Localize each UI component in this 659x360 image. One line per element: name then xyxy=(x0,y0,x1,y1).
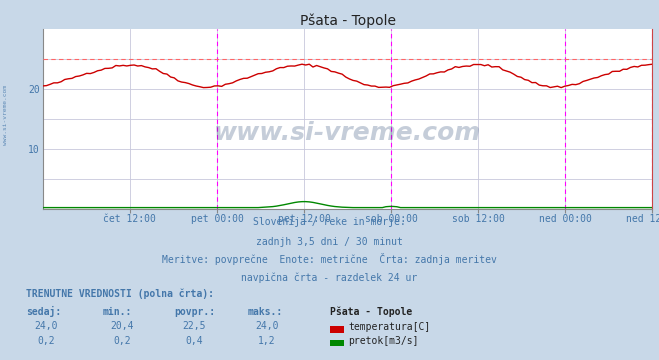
Text: Meritve: povprečne  Enote: metrične  Črta: zadnja meritev: Meritve: povprečne Enote: metrične Črta:… xyxy=(162,253,497,265)
Text: 0,2: 0,2 xyxy=(113,336,130,346)
Text: 0,4: 0,4 xyxy=(186,336,203,346)
Text: zadnjh 3,5 dni / 30 minut: zadnjh 3,5 dni / 30 minut xyxy=(256,237,403,247)
Text: navpična črta - razdelek 24 ur: navpična črta - razdelek 24 ur xyxy=(241,272,418,283)
Text: pretok[m3/s]: pretok[m3/s] xyxy=(348,336,418,346)
Text: Slovenija / reke in morje.: Slovenija / reke in morje. xyxy=(253,217,406,227)
Text: TRENUTNE VREDNOSTI (polna črta):: TRENUTNE VREDNOSTI (polna črta): xyxy=(26,288,214,299)
Text: 0,2: 0,2 xyxy=(38,336,55,346)
Text: 24,0: 24,0 xyxy=(34,321,58,332)
Text: povpr.:: povpr.: xyxy=(175,307,215,317)
Text: min.:: min.: xyxy=(102,307,132,317)
Text: Pšata - Topole: Pšata - Topole xyxy=(330,306,412,317)
Text: www.si-vreme.com: www.si-vreme.com xyxy=(3,85,9,145)
Text: maks.:: maks.: xyxy=(247,307,282,317)
Text: www.si-vreme.com: www.si-vreme.com xyxy=(214,121,481,145)
Text: sedaj:: sedaj: xyxy=(26,306,61,317)
Text: 1,2: 1,2 xyxy=(258,336,275,346)
Text: temperatura[C]: temperatura[C] xyxy=(348,323,430,333)
Text: 24,0: 24,0 xyxy=(255,321,279,332)
Text: 22,5: 22,5 xyxy=(183,321,206,332)
Title: Pšata - Topole: Pšata - Topole xyxy=(300,13,395,28)
Text: 20,4: 20,4 xyxy=(110,321,134,332)
